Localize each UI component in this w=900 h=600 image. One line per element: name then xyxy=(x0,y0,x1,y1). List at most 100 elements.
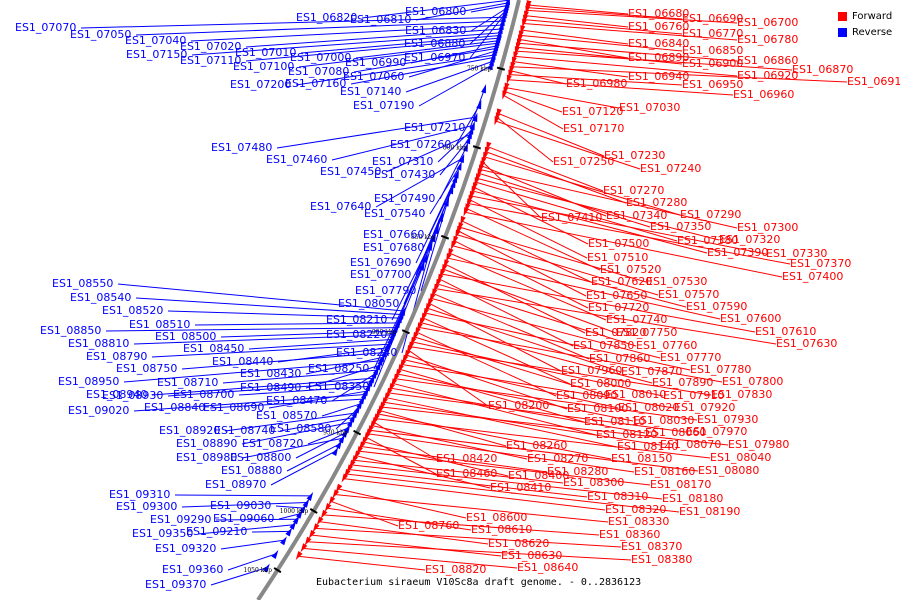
gene-label[interactable]: ES1_07280 xyxy=(626,196,687,209)
gene-label[interactable]: ES1_08810 xyxy=(68,337,129,350)
gene-label[interactable]: ES1_08380 xyxy=(631,553,692,566)
gene-label[interactable]: ES1_07140 xyxy=(340,85,401,98)
gene-label[interactable]: ES1_07640 xyxy=(310,200,371,213)
gene-label[interactable]: ES1_08510 xyxy=(129,318,190,331)
gene-label[interactable]: ES1_06940 xyxy=(628,70,689,83)
gene-label[interactable]: ES1_06680 xyxy=(628,7,689,20)
gene-label[interactable]: ES1_08120 xyxy=(596,428,657,441)
gene-label[interactable]: ES1_07820 xyxy=(585,326,646,339)
gene-label[interactable]: ES1_07250 xyxy=(553,155,614,168)
gene-label[interactable]: ES1_08980 xyxy=(176,451,237,464)
gene-label[interactable]: ES1_08490 xyxy=(240,381,301,394)
gene-label[interactable]: ES1_08940 xyxy=(86,388,147,401)
gene-label[interactable]: ES1_07770 xyxy=(660,351,721,364)
gene-label[interactable]: ES1_09300 xyxy=(116,500,177,513)
gene-label[interactable]: ES1_08080 xyxy=(698,464,759,477)
gene-label[interactable]: ES1_06850 xyxy=(682,44,743,57)
gene-label[interactable]: ES1_08160 xyxy=(634,465,695,478)
gene-label[interactable]: ES1_07590 xyxy=(686,300,747,313)
gene-label[interactable]: ES1_07960 xyxy=(561,364,622,377)
gene-label[interactable]: ES1_07160 xyxy=(285,77,346,90)
gene-label[interactable]: ES1_06860 xyxy=(737,54,798,67)
gene-label[interactable]: ES1_06840 xyxy=(628,37,689,50)
gene-label[interactable]: ES1_08640 xyxy=(517,561,578,574)
gene-label[interactable]: ES1_08690 xyxy=(203,401,264,414)
gene-label[interactable]: ES1_08250 xyxy=(308,362,369,375)
gene-label[interactable]: ES1_08410 xyxy=(490,481,551,494)
gene-label[interactable]: ES1_08240 xyxy=(336,346,397,359)
gene-label[interactable]: ES1_08700 xyxy=(173,388,234,401)
gene-label[interactable]: ES1_08200 xyxy=(488,399,549,412)
gene-label[interactable]: ES1_09310 xyxy=(109,488,170,501)
gene-label[interactable]: ES1_07630 xyxy=(776,337,837,350)
gene-label[interactable]: ES1_07750 xyxy=(616,326,677,339)
gene-label[interactable]: ES1_07070 xyxy=(15,21,76,34)
gene-label[interactable]: ES1_07330 xyxy=(766,247,827,260)
gene-label[interactable]: ES1_07680 xyxy=(363,241,424,254)
gene-label[interactable]: ES1_08220 xyxy=(326,328,387,341)
gene-label[interactable]: ES1_07930 xyxy=(697,413,758,426)
gene-label[interactable]: ES1_08060 xyxy=(645,426,706,439)
gene-label[interactable]: ES1_07400 xyxy=(782,270,843,283)
gene-label[interactable]: ES1_06880 xyxy=(404,37,465,50)
gene-label[interactable]: ES1_08970 xyxy=(205,478,266,491)
gene-label[interactable]: ES1_06780 xyxy=(737,33,798,46)
gene-label[interactable]: ES1_06770 xyxy=(682,27,743,40)
gene-label[interactable]: ES1_08930 xyxy=(102,389,163,402)
gene-label[interactable]: ES1_06960 xyxy=(733,88,794,101)
gene-label[interactable]: ES1_07380 xyxy=(677,234,738,247)
gene-label[interactable]: ES1_08630 xyxy=(501,549,562,562)
gene-label[interactable]: ES1_09290 xyxy=(150,513,211,526)
gene-label[interactable]: ES1_07060 xyxy=(343,70,404,83)
gene-label[interactable]: ES1_06890 xyxy=(628,51,689,64)
gene-label[interactable]: ES1_07270 xyxy=(603,184,664,197)
gene-label[interactable]: ES1_07830 xyxy=(711,388,772,401)
gene-label[interactable]: ES1_07490 xyxy=(374,192,435,205)
gene-label[interactable]: ES1_08040 xyxy=(710,451,771,464)
gene-label[interactable]: ES1_07410 xyxy=(541,211,602,224)
gene-label[interactable]: ES1_07020 xyxy=(180,40,241,53)
gene-label[interactable]: ES1_08140 xyxy=(617,440,678,453)
gene-label[interactable]: ES1_08840 xyxy=(144,401,205,414)
gene-label[interactable]: ES1_08760 xyxy=(398,519,459,532)
gene-label[interactable]: ES1_07430 xyxy=(374,168,435,181)
gene-label[interactable]: ES1_08440 xyxy=(212,355,273,368)
gene-label[interactable]: ES1_08890 xyxy=(176,437,237,450)
gene-label[interactable]: ES1_07980 xyxy=(728,438,789,451)
gene-label[interactable]: ES1_09020 xyxy=(68,404,129,417)
gene-label[interactable]: ES1_08360 xyxy=(599,528,660,541)
gene-label[interactable]: ES1_07660 xyxy=(363,228,424,241)
gene-label[interactable]: ES1_07190 xyxy=(353,99,414,112)
gene-label[interactable]: ES1_08210 xyxy=(326,313,387,326)
gene-label[interactable]: ES1_08950 xyxy=(58,375,119,388)
gene-label[interactable]: ES1_09360 xyxy=(162,563,223,576)
gene-label[interactable]: ES1_08170 xyxy=(650,478,711,491)
gene-label[interactable]: ES1_07570 xyxy=(658,288,719,301)
gene-label[interactable]: ES1_09350 xyxy=(132,527,193,540)
gene-label[interactable]: ES1_08580 xyxy=(270,422,331,435)
gene-label[interactable]: ES1_06920 xyxy=(737,69,798,82)
gene-label[interactable]: ES1_07260 xyxy=(390,138,451,151)
gene-label[interactable]: ES1_07520 xyxy=(600,263,661,276)
gene-label[interactable]: ES1_08710 xyxy=(157,376,218,389)
gene-label[interactable]: ES1_06910 xyxy=(847,75,900,88)
gene-label[interactable]: ES1_08460 xyxy=(436,467,497,480)
gene-label[interactable]: ES1_08000 xyxy=(570,377,631,390)
gene-label[interactable]: ES1_07030 xyxy=(619,101,680,114)
gene-label[interactable]: ES1_08750 xyxy=(116,362,177,375)
gene-label[interactable]: ES1_08850 xyxy=(40,324,101,337)
gene-label[interactable]: ES1_06870 xyxy=(792,63,853,76)
gene-label[interactable]: ES1_08050 xyxy=(338,297,399,310)
gene-label[interactable]: ES1_09210 xyxy=(186,525,247,538)
gene-label[interactable]: ES1_08090 xyxy=(556,389,617,402)
gene-label[interactable]: ES1_08320 xyxy=(605,503,666,516)
gene-label[interactable]: ES1_06950 xyxy=(682,78,743,91)
gene-label[interactable]: ES1_06900 xyxy=(682,57,743,70)
gene-label[interactable]: ES1_06830 xyxy=(405,24,466,37)
gene-label[interactable]: ES1_07720 xyxy=(588,301,649,314)
gene-label[interactable]: ES1_08880 xyxy=(221,464,282,477)
gene-label[interactable]: ES1_07890 xyxy=(652,376,713,389)
gene-label[interactable]: ES1_08280 xyxy=(547,465,608,478)
gene-label[interactable]: ES1_07010 xyxy=(235,46,296,59)
gene-label[interactable]: ES1_07500 xyxy=(588,237,649,250)
